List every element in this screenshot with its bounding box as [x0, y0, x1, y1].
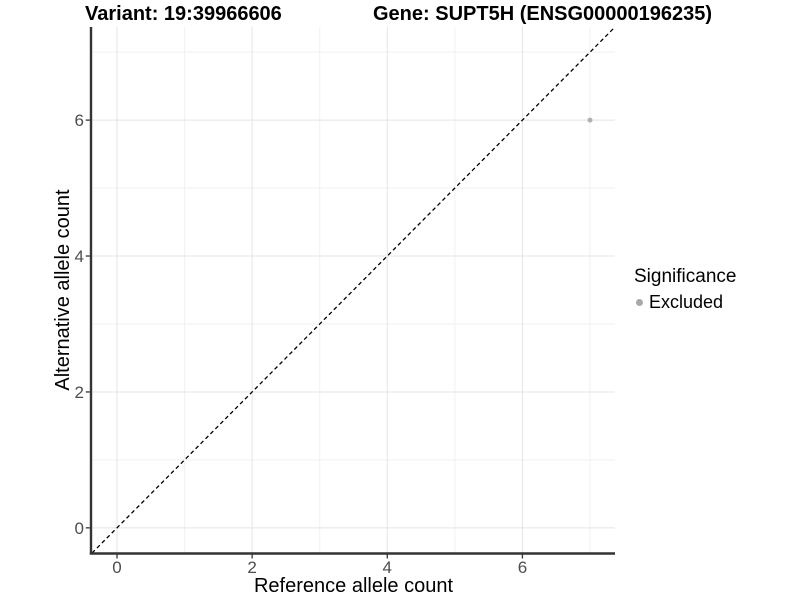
legend-title: Significance [634, 266, 737, 287]
legend-point-icon [636, 299, 643, 306]
legend-entry-label: Excluded [649, 292, 724, 312]
y-tick-label: 4 [75, 247, 84, 266]
identity-line [92, 27, 615, 553]
x-axis-title: Reference allele count [253, 575, 453, 597]
plot-title-variant: Variant: 19:39966606 [85, 3, 282, 25]
legend: Significance Excluded [634, 265, 736, 313]
x-tick-label: 2 [247, 558, 256, 577]
x-tick-label: 6 [518, 558, 527, 577]
legend-entry-excluded: Excluded [634, 292, 736, 313]
data-point [587, 117, 593, 123]
plot-title-gene: Gene: SUPT5H (ENSG00000196235) [373, 3, 713, 25]
x-tick-label: 4 [383, 558, 392, 577]
y-tick-label: 0 [75, 519, 84, 538]
x-tick-label: 0 [112, 558, 121, 577]
y-tick-label: 2 [75, 383, 84, 402]
y-tick-label: 6 [75, 111, 84, 130]
